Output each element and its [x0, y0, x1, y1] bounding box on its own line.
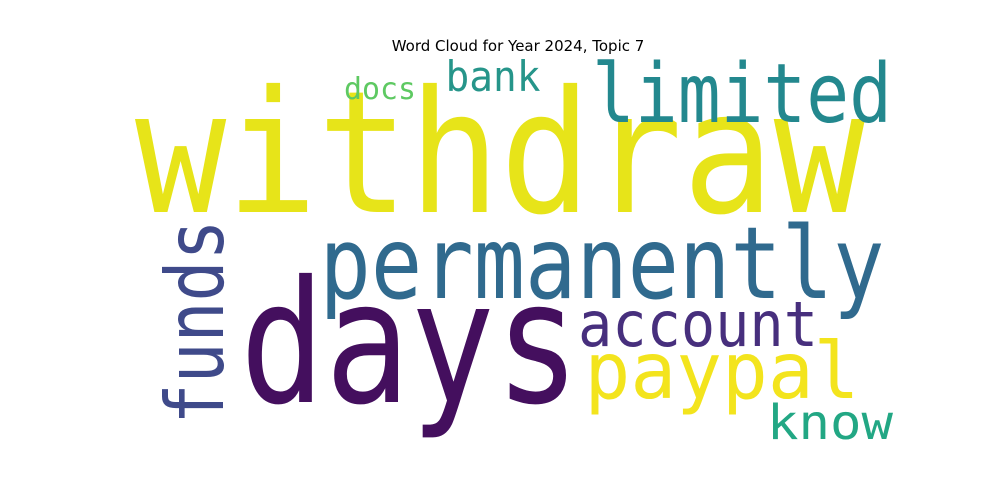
word-docs: docs [344, 72, 416, 107]
word-days: days [240, 245, 580, 443]
word-bank: bank [446, 52, 541, 101]
figure-title: Word Cloud for Year 2024, Topic 7 [391, 37, 645, 55]
word-know: know [767, 395, 893, 451]
word-limited: limited [592, 47, 892, 142]
word-funds: funds [149, 220, 242, 425]
word-withdraw: withdraw [135, 55, 866, 253]
word-permanently: permanently [320, 205, 885, 322]
word-account: account [578, 288, 818, 361]
word-paypal: paypal [585, 327, 860, 417]
